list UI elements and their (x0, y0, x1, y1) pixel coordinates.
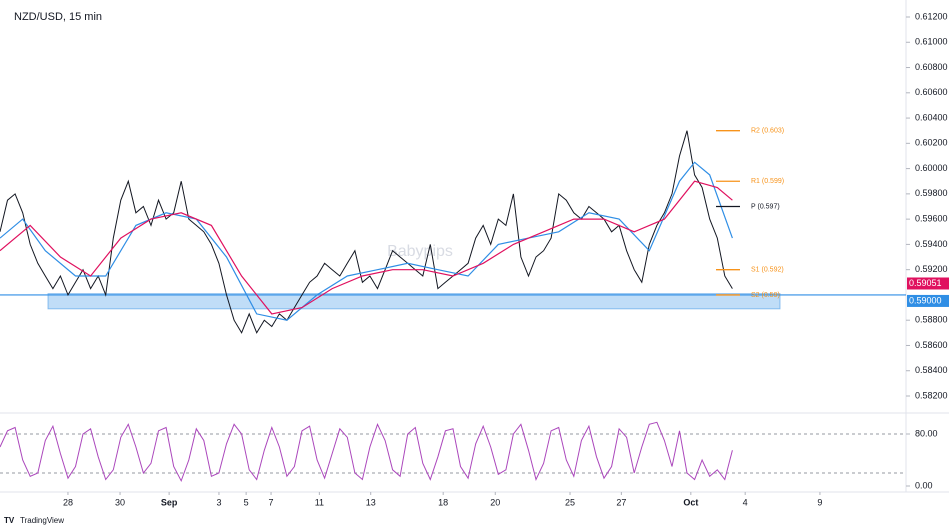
last-price-box (907, 277, 949, 290)
x-tick-label: Oct (683, 497, 698, 507)
y-tick-label: 0.59600 (915, 214, 948, 224)
y-tick-label: 0.59200 (915, 264, 948, 274)
x-tick-label: 18 (438, 497, 448, 507)
x-tick-label: 5 (244, 497, 249, 507)
series-line (0, 130, 733, 334)
x-tick-label: 13 (366, 497, 376, 507)
x-tick-label: 20 (490, 497, 500, 507)
y-tick-label: 0.58400 (915, 365, 948, 375)
pivot-label: R1 (0.599) (751, 178, 784, 185)
x-tick-label: 9 (817, 497, 822, 507)
logo: TV (4, 516, 15, 525)
y-tick-label: 0.60200 (915, 138, 948, 148)
watermark: Babypips (387, 243, 453, 260)
y-tick-label: 0.00 (915, 480, 933, 490)
pivot-label: R2 (0.603) (751, 128, 784, 135)
x-tick-label: 28 (63, 497, 73, 507)
series-line (0, 421, 733, 483)
y-tick-label: 0.58800 (915, 315, 948, 325)
series-line (0, 161, 733, 321)
pivot-label: S1 (0.592) (751, 267, 784, 274)
support-zone (47, 293, 781, 310)
y-tick-label: 0.60000 (915, 163, 948, 173)
x-tick-label: 7 (269, 497, 274, 507)
level-price-label: 0.59000 (909, 295, 942, 305)
pivot-label: S2 (0.59) (751, 292, 780, 299)
x-tick-label: 27 (616, 497, 626, 507)
branding: TradingView (20, 516, 64, 525)
y-tick-label: 0.59800 (915, 188, 948, 198)
y-tick-label: 0.58600 (915, 340, 948, 350)
x-tick-label: 30 (115, 497, 125, 507)
y-tick-label: 0.61200 (915, 11, 948, 21)
y-tick-label: 0.60400 (915, 112, 948, 122)
y-tick-label: 0.60600 (915, 87, 948, 97)
x-tick-label: 4 (743, 497, 748, 507)
pivot-label: P (0.597) (751, 203, 780, 210)
y-tick-label: 80.00 (915, 428, 938, 438)
x-tick-label: 11 (315, 497, 324, 507)
x-tick-label: 25 (565, 497, 575, 507)
chart-title: NZD/USD, 15 min (14, 11, 102, 23)
x-tick-label: Sep (161, 497, 178, 507)
x-tick-label: 3 (216, 497, 221, 507)
series-line (0, 180, 733, 315)
y-tick-label: 0.61000 (915, 37, 948, 47)
level-price-box (907, 294, 949, 307)
y-tick-label: 0.60800 (915, 62, 948, 72)
last-price-label: 0.59051 (909, 278, 942, 288)
y-tick-label: 0.59400 (915, 239, 948, 249)
y-tick-label: 0.58200 (915, 390, 948, 400)
